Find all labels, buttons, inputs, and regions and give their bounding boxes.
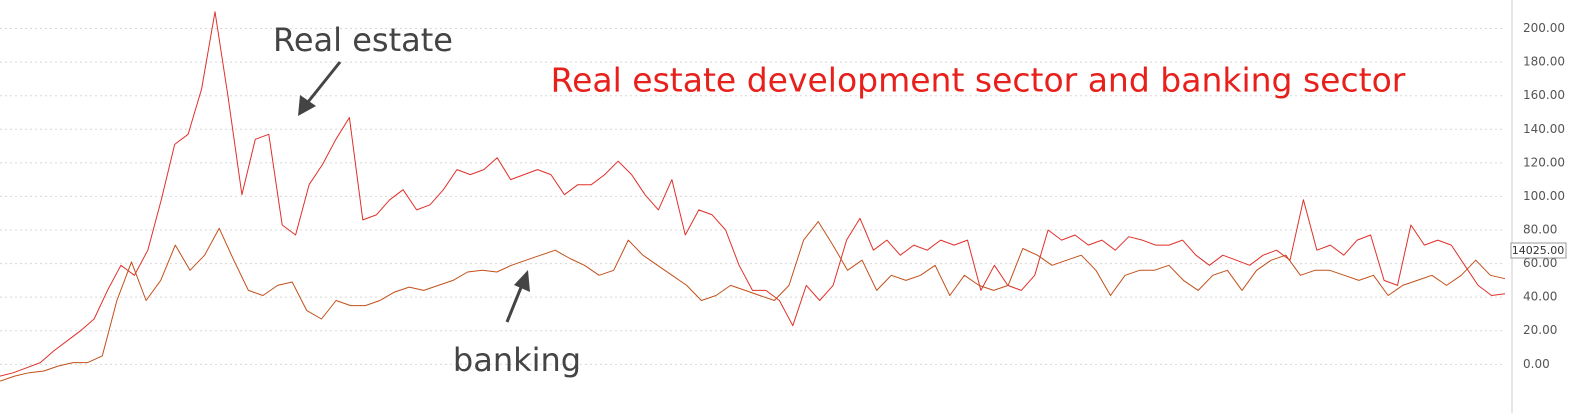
y-tick-label: 200.00 [1523, 21, 1565, 35]
marker-box [1510, 242, 1567, 259]
y-tick-label: 40.00 [1523, 290, 1557, 304]
y-tick-label: 80.00 [1523, 223, 1557, 237]
y-tick-label: 180.00 [1523, 55, 1565, 69]
y-tick-label: 160.00 [1523, 88, 1565, 102]
y-tick-label: 0.00 [1523, 357, 1550, 371]
y-tick-label: 100.00 [1523, 189, 1565, 203]
series-line [0, 221, 1506, 382]
y-tick-label: 20.00 [1523, 323, 1557, 337]
y-tick-label: 120.00 [1523, 155, 1565, 169]
arrow-real-estate [298, 61, 342, 116]
y-tick-label: 140.00 [1523, 122, 1565, 136]
series-line [0, 11, 1506, 377]
annotation-banking: banking [453, 341, 581, 379]
annotation-real-estate: Real estate [273, 21, 453, 59]
y-tick-label: 60.00 [1523, 256, 1557, 270]
arrow-banking [505, 270, 530, 323]
marker-label: 14025.00 [1512, 244, 1565, 257]
chart-title: Real estate development sector and banki… [551, 61, 1406, 100]
